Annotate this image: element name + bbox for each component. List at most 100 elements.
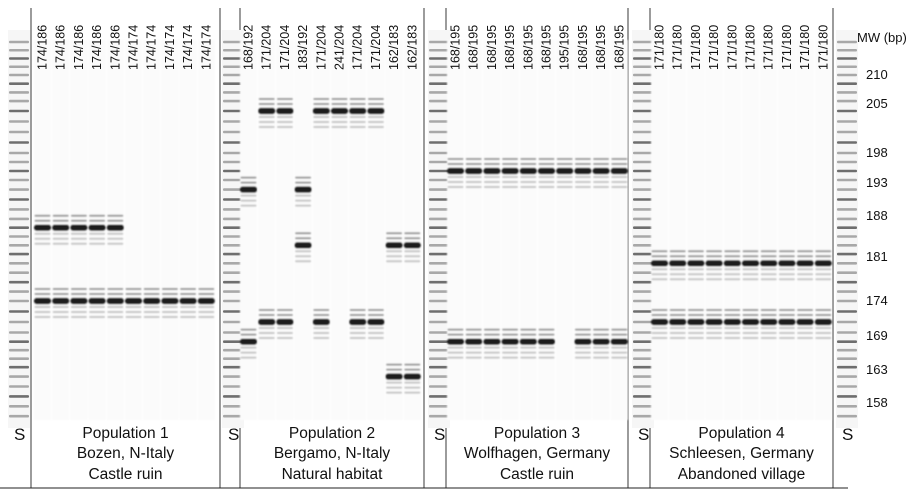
stutter-band <box>687 327 704 329</box>
allele-band <box>501 167 519 175</box>
stutter-band <box>538 186 555 188</box>
stutter-band <box>313 98 330 100</box>
stutter-band <box>651 273 668 276</box>
allele-band <box>447 167 464 175</box>
stutter-band <box>404 386 421 389</box>
sample-lane <box>519 40 537 420</box>
stutter-band <box>574 356 591 359</box>
ladder-band <box>9 235 29 238</box>
stutter-band <box>669 273 686 276</box>
population-title: Population 3 <box>494 425 580 442</box>
ladder-lane <box>8 30 30 428</box>
stutter-band <box>724 309 741 311</box>
sample-lane <box>197 40 215 420</box>
allele-band <box>349 107 367 115</box>
stutter-band <box>742 337 759 339</box>
stutter-band <box>778 314 795 316</box>
stutter-band <box>161 316 178 318</box>
population-title: Population 1 <box>82 425 168 442</box>
stutter-band <box>404 391 421 394</box>
lane-genotype-label: 162/183 <box>405 25 419 70</box>
ladder-band <box>633 82 653 85</box>
ladder-band <box>429 357 449 360</box>
stutter-band <box>240 351 257 354</box>
ladder-band <box>837 91 857 94</box>
ladder-band <box>837 290 857 293</box>
sample-lane <box>796 40 814 420</box>
stutter-band <box>107 293 124 295</box>
lane-genotype-label: 174/174 <box>145 25 159 70</box>
ladder-band <box>633 130 653 134</box>
allele-band <box>447 338 464 345</box>
lane-background <box>349 40 367 420</box>
stutter-band <box>502 158 519 160</box>
stutter-band <box>797 309 814 311</box>
stutter-band <box>313 327 330 329</box>
ladder-band <box>837 348 857 352</box>
ladder-band <box>837 320 857 324</box>
stutter-band <box>687 255 704 258</box>
stutter-band <box>593 346 610 349</box>
lane-background <box>538 40 555 420</box>
stutter-band <box>70 237 87 240</box>
stutter-band <box>651 309 668 311</box>
ladder-band <box>633 141 653 144</box>
lane-background <box>179 40 197 420</box>
stutter-band <box>593 333 610 336</box>
ladder-band <box>223 99 243 103</box>
stutter-band <box>52 237 69 240</box>
ladder-band <box>633 198 653 201</box>
ladder-band <box>633 320 653 324</box>
stutter-band <box>742 273 759 276</box>
stutter-band <box>258 332 275 334</box>
lane-background <box>574 40 592 420</box>
stutter-band <box>574 163 591 165</box>
stutter-band <box>367 327 384 329</box>
ladder-band <box>633 208 653 211</box>
ladder-band <box>633 57 653 60</box>
ladder-band <box>837 357 857 360</box>
stutter-band <box>669 337 686 339</box>
stutter-band <box>465 351 482 354</box>
stutter-band <box>386 255 403 258</box>
lane-background <box>610 40 628 420</box>
lane-genotype-label: 168/195 <box>521 25 535 70</box>
stutter-band <box>295 199 312 202</box>
stutter-band <box>797 255 814 258</box>
ladder-band <box>633 340 653 343</box>
stutter-band <box>107 288 124 290</box>
allele-band <box>687 260 705 267</box>
sample-lane <box>331 40 348 420</box>
stutter-band <box>198 316 215 318</box>
stutter-band <box>240 194 257 197</box>
stutter-band <box>404 250 421 253</box>
stutter-band <box>797 337 814 339</box>
ladder-band <box>633 414 653 418</box>
mw-tick-label: 198 <box>866 145 888 160</box>
stutter-band <box>611 176 628 178</box>
ladder-band <box>633 160 653 164</box>
stutter-band <box>70 242 87 245</box>
stutter-band <box>687 268 704 271</box>
ladder-band <box>429 82 449 85</box>
stutter-band <box>313 103 330 105</box>
mw-tick-label: 205 <box>866 96 888 111</box>
stutter-band <box>538 176 555 178</box>
ladder-band <box>633 375 653 378</box>
stutter-band <box>404 381 421 384</box>
stutter-band <box>465 346 482 349</box>
ladder-band <box>9 151 29 155</box>
stutter-band <box>404 232 421 235</box>
ladder-band <box>837 141 857 144</box>
stutter-band <box>107 237 124 240</box>
stutter-band <box>349 314 366 316</box>
stutter-band <box>520 351 537 354</box>
ladder-band <box>9 226 29 230</box>
ladder-band <box>837 365 857 369</box>
ladder-band <box>633 40 653 44</box>
ladder-band <box>837 178 857 182</box>
stutter-band <box>593 158 610 160</box>
ladder-band <box>837 271 857 275</box>
lane-genotype-label: 171/180 <box>762 25 776 70</box>
lane-background <box>669 40 687 420</box>
